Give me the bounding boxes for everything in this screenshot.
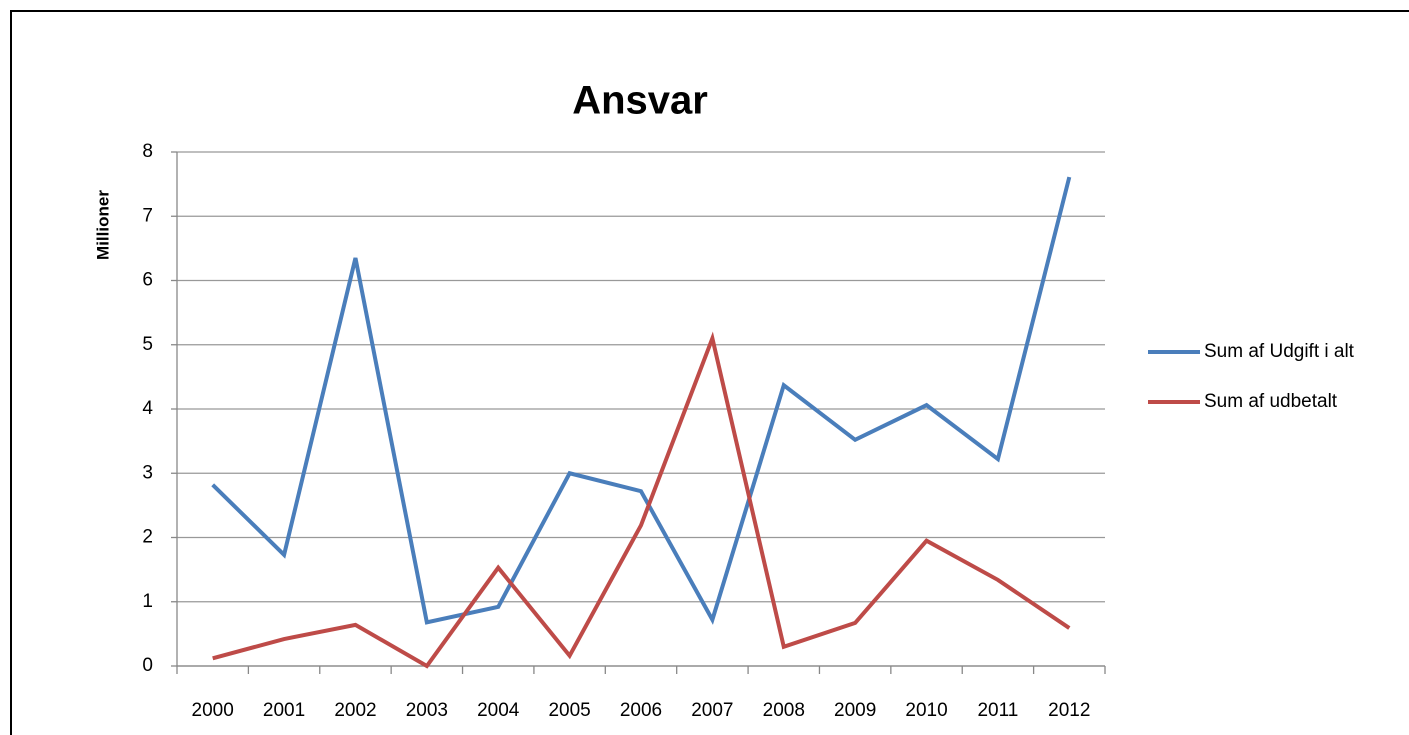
x-tick-label: 2003 xyxy=(406,700,448,721)
y-tick-label: 0 xyxy=(142,655,153,676)
y-tick-label: 8 xyxy=(142,141,153,162)
y-tick-label: 1 xyxy=(142,591,153,612)
legend-label: Sum af udbetalt xyxy=(1204,391,1338,412)
line-series xyxy=(211,176,1072,625)
y-tick-label: 7 xyxy=(142,205,153,226)
y-tick-label: 3 xyxy=(142,462,153,483)
y-tick-label: 2 xyxy=(142,527,153,548)
y-axis-label: Millioner xyxy=(93,190,112,260)
y-tick-label: 6 xyxy=(142,270,153,291)
legend-label: Sum af Udgift i alt xyxy=(1204,341,1355,362)
x-tick-label: 2006 xyxy=(620,700,662,721)
x-tick-label: 2012 xyxy=(1048,700,1090,721)
x-tick-label: 2004 xyxy=(477,700,520,721)
x-tick-label: 2008 xyxy=(763,700,805,721)
line-series xyxy=(212,331,1071,669)
x-tick-label: 2001 xyxy=(263,700,305,721)
x-tick-label: 2002 xyxy=(334,700,376,721)
x-tick-label: 2005 xyxy=(548,700,590,721)
chart-title: Ansvar xyxy=(572,79,708,123)
x-tick-label: 2009 xyxy=(834,700,876,721)
chart-frame xyxy=(10,10,1409,735)
x-tick-label: 2007 xyxy=(691,700,733,721)
x-tick-label: 2000 xyxy=(192,700,234,721)
y-tick-label: 4 xyxy=(142,398,153,419)
y-tick-label: 5 xyxy=(142,334,153,355)
x-tick-label: 2010 xyxy=(905,700,947,721)
x-tick-label: 2011 xyxy=(977,700,1018,721)
